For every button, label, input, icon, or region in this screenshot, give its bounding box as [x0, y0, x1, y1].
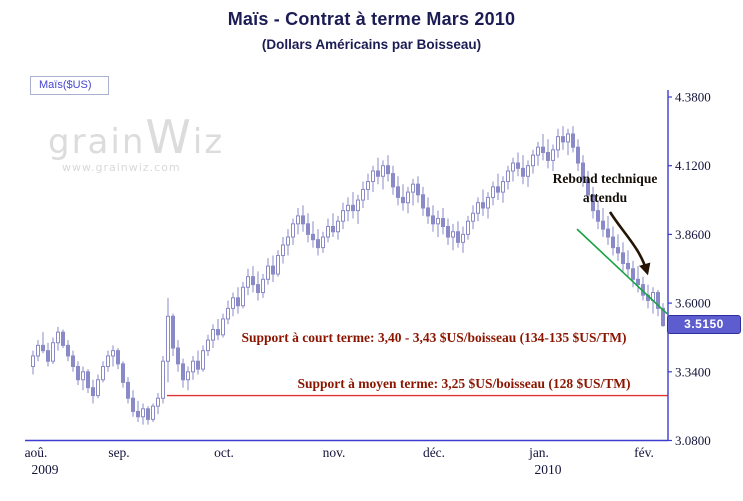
x-axis-month-label: nov. [323, 445, 346, 460]
watermark-logo: grainWiz [48, 114, 224, 160]
annotation-rebond-line1: Rebond technique [552, 171, 658, 186]
watermark-url: www.grainwiz.com [62, 161, 181, 174]
annotation-rebond-line2: attendu [582, 189, 628, 205]
x-axis-month-label: déc. [423, 445, 445, 460]
watermark-part2: W [145, 110, 193, 164]
x-axis-month-label: sep. [108, 445, 129, 460]
annotation-support-court-terme: Support à court terme: 3,40 - 3,43 $US/b… [241, 330, 627, 345]
watermark-part1: grain [48, 122, 146, 162]
watermark-part3: iz [192, 122, 225, 162]
x-axis-month-label: aoû. [25, 445, 48, 460]
legend-box: Maïs($US) [30, 76, 109, 95]
legend-label: Maïs($US) [39, 79, 92, 91]
y-axis-tick-label: 3.0800 [675, 433, 711, 448]
x-axis-year-label: 2009 [32, 462, 59, 477]
annotation-support-moyen-terme: Support à moyen terme: 3,25 $US/boisseau… [297, 376, 631, 391]
y-axis-tick-label: 3.3400 [675, 364, 711, 379]
y-axis-tick-label: 3.6000 [675, 296, 711, 311]
candles-layer [31, 126, 665, 425]
annotation-rebond: Rebond technique attendu [518, 170, 692, 208]
axes: 4.3800 4.1200 3.8600 3.6000 3.3400 3.0800 aoû.… [25, 90, 711, 478]
trendline-resistance [576, 228, 668, 315]
rebond-arrow [608, 211, 651, 276]
y-axis-tick-label: 3.8600 [675, 227, 711, 242]
x-axis-month-label: oct. [214, 445, 234, 460]
watermark: grainWiz www.grainwiz.com [48, 114, 224, 173]
y-axis-tick-label: 4.3800 [675, 90, 711, 105]
x-axis-year-label: 2010 [535, 462, 562, 477]
x-axis-month-label: fév. [634, 445, 654, 460]
y-axis-tick-label: 4.1200 [675, 158, 711, 173]
chart-title: Maïs - Contrat à terme Mars 2010 [227, 9, 516, 29]
x-axis-month-label: jan. [528, 445, 549, 460]
chart-subtitle: (Dollars Américains par Boisseau) [261, 37, 482, 52]
last-price-label: 3.5150 [667, 315, 741, 334]
